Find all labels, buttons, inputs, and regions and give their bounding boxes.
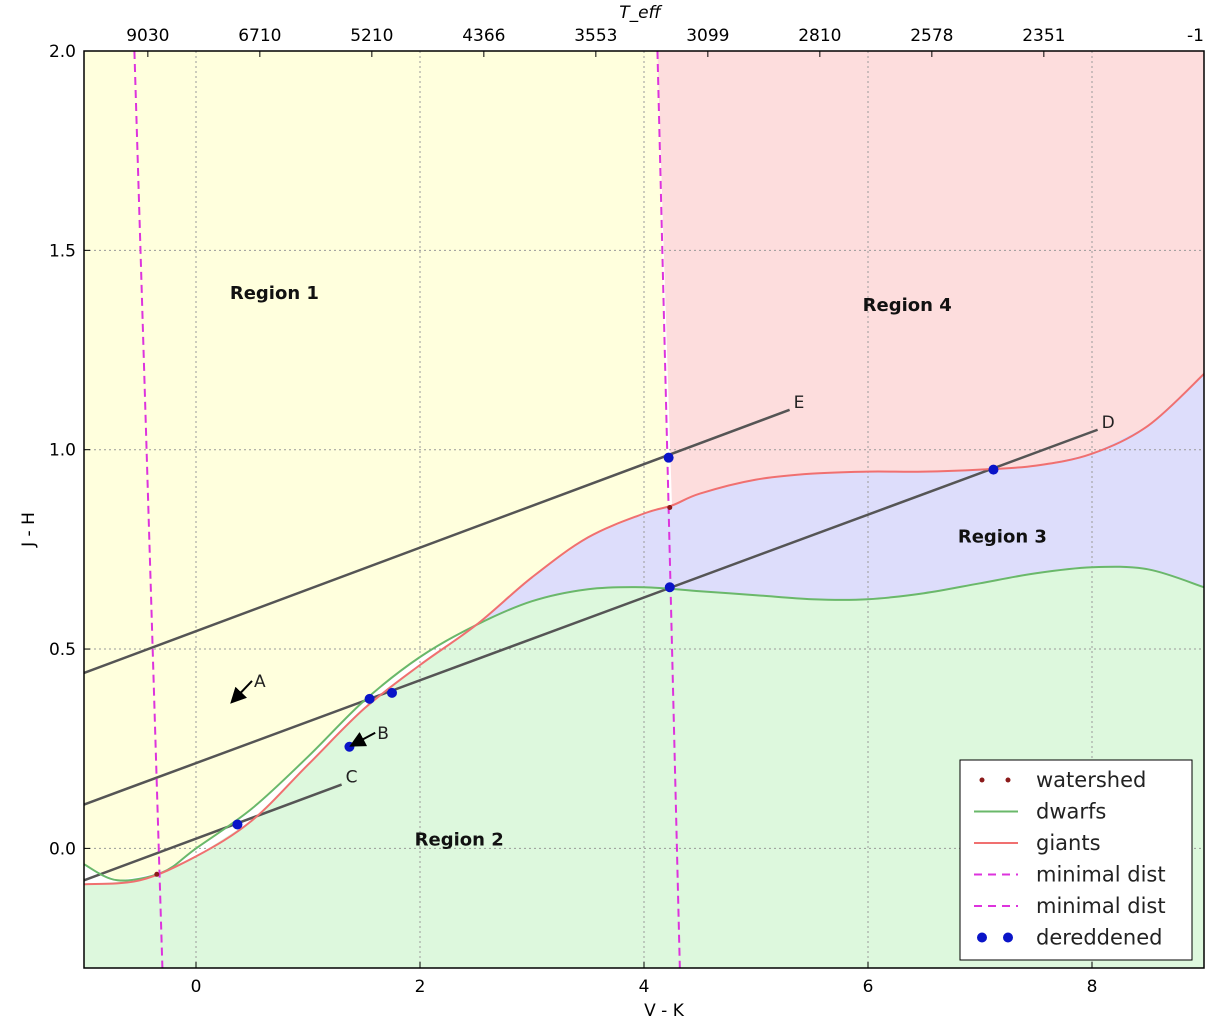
legend-label: minimal dist	[1036, 894, 1166, 918]
x-axis-title: V - K	[644, 1001, 685, 1021]
region-label-4: Region 4	[863, 295, 952, 316]
reddening-label-e: E	[794, 393, 805, 413]
y-axis-title: J - H	[19, 512, 39, 548]
region-3-fill	[470, 373, 1204, 630]
x-tick-label: 8	[1087, 977, 1098, 997]
top-axis-title: T_eff	[619, 3, 662, 23]
top-tick-label: 6710	[238, 26, 281, 46]
reddening-line-e	[84, 408, 791, 675]
region-label-3: Region 3	[958, 526, 1047, 547]
arrow-label-a: A	[254, 672, 266, 692]
region-1-fill	[84, 51, 669, 881]
dereddened-point	[988, 464, 999, 475]
dereddened-point	[664, 582, 675, 593]
top-tick-label: 3553	[574, 26, 617, 46]
y-tick-label: 2.0	[49, 42, 76, 62]
dereddened-point	[663, 452, 674, 463]
legend-label: giants	[1036, 831, 1101, 855]
top-tick-label: -1	[1187, 26, 1204, 46]
legend-marker-watershed	[1005, 777, 1011, 783]
dereddened-point	[387, 687, 397, 698]
legend-marker-watershed	[979, 777, 985, 783]
top-tick-label: 2351	[1022, 26, 1065, 46]
reddening-label-d: D	[1102, 413, 1115, 433]
arrow-label-b: B	[377, 724, 389, 744]
x-tick-label: 0	[191, 977, 202, 997]
top-tick-label: 3099	[686, 26, 729, 46]
dereddened-point	[344, 741, 355, 752]
legend-dot-dereddened	[1003, 932, 1013, 943]
legend-label: minimal dist	[1036, 863, 1166, 887]
y-tick-label: 1.0	[49, 441, 76, 461]
region-label-2: Region 2	[415, 829, 504, 850]
legend-label: dereddened	[1036, 926, 1162, 950]
arrow-a	[230, 680, 253, 704]
dereddened-point	[232, 819, 243, 830]
y-tick-label: 0.0	[49, 839, 76, 859]
minimal-dist-line-1	[133, 51, 164, 968]
reddening-label-c: C	[346, 768, 358, 788]
legend-dot-dereddened	[977, 932, 987, 943]
legend-label: dwarfs	[1036, 800, 1106, 824]
x-tick-label: 4	[639, 977, 650, 997]
giants-curve	[84, 373, 1204, 886]
region-4-fill	[657, 51, 1204, 506]
reddening-line-c	[84, 783, 343, 882]
legend-box	[959, 759, 1193, 961]
top-tick-label: 2578	[910, 26, 953, 46]
x-tick-label: 6	[863, 977, 874, 997]
dwarfs-curve	[84, 565, 1204, 882]
region-label-1: Region 1	[230, 283, 319, 304]
top-tick-label: 9030	[126, 26, 169, 46]
dereddened-point	[364, 693, 375, 704]
top-tick-label: 5210	[350, 26, 393, 46]
top-tick-label: 2810	[798, 26, 841, 46]
top-tick-label: 4366	[462, 26, 505, 46]
reddening-line-d	[84, 428, 1099, 806]
y-tick-label: 1.5	[49, 241, 76, 261]
x-tick-label: 2	[415, 977, 426, 997]
arrow-b	[349, 731, 376, 747]
watershed-point	[667, 505, 673, 511]
watershed-point	[154, 871, 160, 877]
legend-label: watershed	[1036, 768, 1146, 792]
y-tick-label: 0.5	[49, 640, 76, 660]
